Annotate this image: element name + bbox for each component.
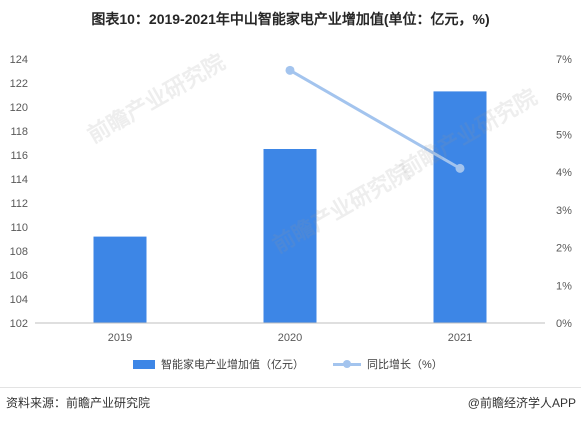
y-left-tick-label: 116 (10, 150, 28, 162)
chart-title: 图表10：2019-2021年中山智能家电产业增加值(单位：亿元，%) (91, 11, 490, 27)
y-right-tick-label: 0% (556, 318, 572, 330)
bar-2021 (433, 91, 487, 324)
footer-divider (0, 387, 581, 388)
source-note: 资料来源：前瞻产业研究院 (6, 396, 151, 410)
y-right-tick-label: 7% (556, 54, 572, 66)
x-tick-label: 2021 (448, 332, 472, 344)
y-left-tick-label: 122 (10, 78, 28, 90)
bar-series (93, 91, 487, 324)
chart-legend: 智能家电产业增加值（亿元） 同比增长（%） (0, 356, 581, 372)
y-left-tick-label: 102 (10, 318, 28, 330)
bar-2019 (93, 236, 147, 323)
y-right-tick-label: 3% (556, 205, 572, 217)
y-right-tick-label: 2% (556, 243, 572, 255)
axes: 102 104 106 108 110 112 114 116 118 120 122 124 0% 1%… (10, 54, 572, 344)
growth-point-2021 (455, 163, 465, 173)
growth-line-series (285, 65, 465, 173)
y-right-tick-label: 6% (556, 92, 572, 104)
credit-note: @前瞻经济学人APP (467, 396, 576, 410)
y-left-tick-label: 120 (10, 102, 28, 114)
y-left-tick-label: 124 (10, 54, 28, 66)
x-tick-label: 2019 (108, 332, 132, 344)
bar-2020 (263, 149, 317, 323)
x-tick-label: 2020 (278, 332, 302, 344)
legend-item-growth: 同比增长（%） (333, 356, 443, 372)
y-right-tick-label: 4% (556, 167, 572, 179)
y-left-tick-label: 118 (10, 126, 28, 138)
y-left-tick-label: 112 (10, 198, 28, 210)
chart-canvas: 102 104 106 108 110 112 114 116 118 120 122 124 0% 1%… (10, 49, 572, 344)
y-left-tick-label: 104 (10, 294, 28, 306)
y-right-tick-label: 5% (556, 129, 572, 141)
legend-line-swatch (333, 358, 361, 370)
growth-point-2020 (285, 65, 295, 75)
y-right-tick-label: 1% (556, 280, 572, 292)
y-left-tick-label: 110 (10, 222, 28, 234)
y-left-tick-label: 114 (10, 174, 28, 186)
legend-label-growth: 同比增长（%） (367, 359, 443, 371)
y-left-tick-label: 106 (10, 270, 28, 282)
legend-label-value-added: 智能家电产业增加值（亿元） (161, 359, 304, 371)
legend-item-value-added: 智能家电产业增加值（亿元） (133, 356, 304, 372)
growth-line (289, 69, 461, 170)
y-left-tick-label: 108 (10, 246, 28, 258)
legend-line-marker (343, 360, 351, 368)
watermark-text: 前瞻产业研究院 (83, 49, 229, 148)
legend-bar-swatch (133, 359, 155, 369)
